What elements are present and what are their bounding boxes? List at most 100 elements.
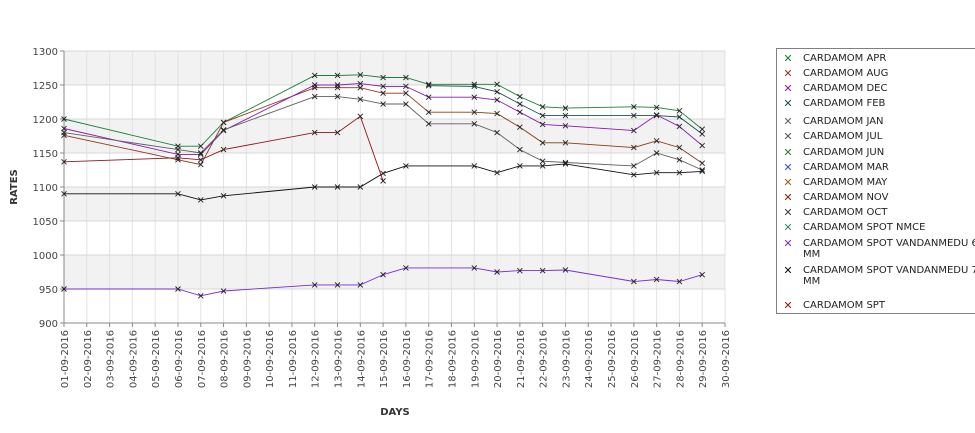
data-point <box>220 119 227 126</box>
data-point <box>311 72 318 79</box>
data-point <box>403 83 409 90</box>
legend-marker-icon: ✕ <box>783 115 793 128</box>
data-point <box>676 144 683 151</box>
y-tick-label: 1100 <box>33 183 58 194</box>
y-tick-label: 1300 <box>33 47 58 58</box>
data-point <box>311 184 318 190</box>
data-point <box>494 97 500 103</box>
x-tick-label: 11-09-2016 <box>288 330 299 388</box>
data-point <box>699 271 706 278</box>
data-point <box>631 163 637 169</box>
legend-item: ✕ CARDAMOM MAR <box>781 162 975 173</box>
y-axis-label: RATES <box>9 169 20 205</box>
data-point <box>403 163 409 169</box>
legend-label: CARDAMOM FEB <box>803 98 886 109</box>
legend-marker-icon: ✕ <box>783 237 793 250</box>
data-point <box>175 146 181 153</box>
data-point <box>653 104 660 111</box>
data-point <box>175 154 181 161</box>
legend-marker-icon: ✕ <box>783 130 793 143</box>
legend-label: CARDAMOM AUG <box>803 68 889 79</box>
legend-label: CARDAMOM DEC <box>803 83 888 94</box>
data-point <box>631 127 637 134</box>
data-point <box>334 184 341 190</box>
data-point <box>175 190 181 197</box>
x-tick-label: 14-09-2016 <box>356 330 367 388</box>
series-line <box>64 267 703 297</box>
data-point <box>311 82 318 88</box>
legend-marker-icon: ✕ <box>783 67 793 80</box>
data-point <box>471 94 478 101</box>
data-point <box>357 113 364 120</box>
x-tick-label: 04-09-2016 <box>128 330 139 388</box>
data-point <box>197 292 204 299</box>
data-point <box>425 120 432 127</box>
legend-marker-icon: ✕ <box>783 82 793 95</box>
data-point <box>699 168 706 175</box>
data-point <box>471 163 478 169</box>
data-point <box>61 286 67 292</box>
data-point <box>517 146 523 153</box>
x-axis-label: DAYS <box>380 407 410 418</box>
legend-item: ✕ CARDAMOM JUN <box>781 147 975 158</box>
x-tick-label: 18-09-2016 <box>447 330 458 388</box>
data-point <box>334 93 341 100</box>
data-point <box>220 127 227 133</box>
legend-label: CARDAMOM SPOT NMCE <box>803 222 926 233</box>
data-point <box>517 109 523 116</box>
legend-label: CARDAMOM SPOT VANDANMEDU 6.MM <box>803 238 975 260</box>
data-point <box>311 129 318 136</box>
data-point <box>631 103 637 110</box>
grid-band <box>64 187 725 221</box>
data-point <box>380 271 386 278</box>
data-point <box>471 83 478 90</box>
x-tick-label: 20-09-2016 <box>493 330 504 388</box>
data-point <box>631 278 637 285</box>
data-point <box>562 139 569 146</box>
data-point <box>471 265 478 271</box>
data-point <box>539 121 546 128</box>
legend-item: ✕ CARDAMOM OCT <box>781 207 975 218</box>
data-point <box>631 112 637 119</box>
data-point <box>539 158 546 164</box>
legend-item: ✕ CARDAMOM FEB <box>781 98 975 109</box>
data-point <box>403 101 409 107</box>
x-tick-label: 16-09-2016 <box>402 330 413 388</box>
data-point <box>403 90 409 96</box>
series-line <box>64 163 703 201</box>
data-point <box>539 139 546 146</box>
data-point <box>425 82 432 89</box>
legend-item: ✕ CARDAMOM SPOT VANDANMEDU 6.MM <box>781 238 975 260</box>
x-tick-label: 15-09-2016 <box>379 330 390 388</box>
y-tick-label: 1200 <box>33 115 58 126</box>
data-point <box>334 129 341 136</box>
data-point <box>311 282 318 288</box>
data-point <box>539 112 546 119</box>
grid-band <box>64 255 725 289</box>
data-point <box>653 112 660 119</box>
data-point <box>403 74 409 81</box>
x-tick-label: 02-09-2016 <box>83 330 94 388</box>
legend-marker-icon: ✕ <box>783 176 793 189</box>
y-tick-label: 950 <box>39 285 58 296</box>
data-point <box>517 124 523 130</box>
legend-label: CARDAMOM NOV <box>803 192 889 203</box>
series-group <box>61 113 386 184</box>
data-point <box>653 112 660 118</box>
x-tick-label: 07-09-2016 <box>197 330 208 388</box>
x-tick-label: 09-09-2016 <box>242 330 253 388</box>
x-tick-label: 17-09-2016 <box>425 330 436 388</box>
data-point <box>699 142 706 149</box>
data-point <box>61 129 67 136</box>
data-point <box>562 112 569 119</box>
series-group <box>425 82 706 137</box>
data-point <box>631 171 637 178</box>
data-point <box>357 184 364 190</box>
x-tick-label: 24-09-2016 <box>584 330 595 388</box>
legend-label: CARDAMOM MAY <box>803 177 888 188</box>
data-point <box>311 93 318 100</box>
data-point <box>380 90 386 96</box>
data-point <box>539 267 546 274</box>
data-point <box>653 276 660 283</box>
